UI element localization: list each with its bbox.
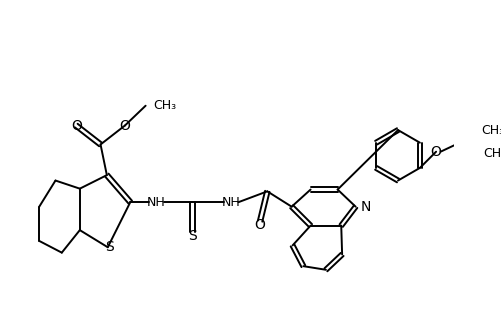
Text: CH₃: CH₃ bbox=[482, 147, 501, 160]
Text: NH: NH bbox=[221, 196, 240, 209]
Text: S: S bbox=[105, 240, 114, 254]
Text: CH₃: CH₃ bbox=[152, 99, 176, 112]
Text: O: O bbox=[254, 218, 265, 232]
Text: O: O bbox=[119, 118, 130, 132]
Text: CH₃: CH₃ bbox=[480, 125, 501, 137]
Text: O: O bbox=[71, 118, 82, 132]
Text: NH: NH bbox=[147, 196, 165, 209]
Text: O: O bbox=[430, 145, 441, 159]
Text: S: S bbox=[188, 228, 196, 242]
Text: N: N bbox=[359, 200, 370, 214]
